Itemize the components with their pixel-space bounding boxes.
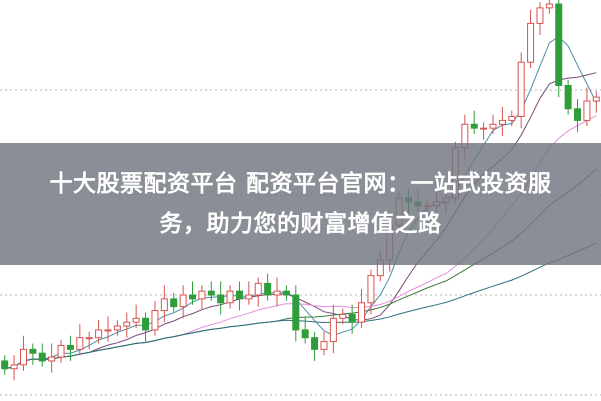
candle-up — [179, 294, 187, 308]
candle-down — [1, 360, 9, 370]
candle-up — [508, 116, 516, 121]
candle-up — [151, 310, 159, 331]
candle-up — [132, 317, 140, 323]
headline-line-1: 十大股票配资平台 配资平台官网：一站式投资服 — [49, 171, 552, 197]
candle-up — [19, 348, 27, 366]
candle-down — [189, 294, 197, 300]
candle-down — [282, 290, 290, 296]
candle-up — [339, 313, 347, 319]
candle-down — [217, 294, 225, 304]
candle-down — [292, 294, 300, 331]
candle-down — [264, 282, 272, 296]
candle-down — [555, 3, 563, 86]
candle-down — [470, 123, 478, 129]
candle-up — [320, 341, 328, 350]
ma-line-60 — [4, 242, 597, 370]
candle-up — [95, 329, 103, 339]
candle-up — [329, 317, 337, 343]
candle-down — [564, 84, 572, 110]
candle-down — [574, 108, 582, 121]
candle-up — [545, 3, 553, 9]
candle-up — [76, 337, 84, 350]
candle-down — [29, 348, 37, 354]
candle-down — [142, 317, 150, 331]
candle-up — [367, 275, 375, 304]
candle-up — [113, 325, 121, 331]
candle-up — [245, 294, 253, 300]
headline-line-2: 务，助力您的财富增值之路 — [159, 211, 442, 237]
candle-down — [348, 313, 356, 323]
candle-down — [170, 298, 178, 308]
candle-up — [273, 290, 281, 296]
candle-up — [583, 100, 591, 121]
candle-up — [498, 119, 506, 125]
candle-up — [358, 302, 366, 323]
candle-down — [38, 352, 46, 362]
candle-down — [235, 290, 243, 300]
candle-up — [160, 298, 168, 312]
candle-up — [123, 321, 131, 327]
candle-down — [66, 344, 74, 350]
candle-up — [85, 337, 93, 340]
candle-up — [48, 356, 56, 362]
candle-up — [198, 290, 206, 300]
candle-down — [301, 329, 309, 339]
candle-up — [536, 7, 544, 24]
candle-up — [57, 344, 65, 358]
candle-up — [489, 123, 497, 129]
candle-up — [517, 61, 525, 118]
candle-down — [311, 337, 319, 350]
candle-up — [104, 329, 112, 332]
candle-up — [226, 290, 234, 304]
candle-up — [592, 96, 600, 102]
headline-banner: 十大股票配资平台 配资平台官网：一站式投资服 务，助力您的财富增值之路 — [0, 143, 601, 265]
candle-up — [480, 127, 488, 130]
candle-up — [10, 364, 18, 370]
candle-up — [527, 22, 535, 63]
candle-up — [254, 282, 262, 296]
candle-down — [207, 290, 215, 296]
